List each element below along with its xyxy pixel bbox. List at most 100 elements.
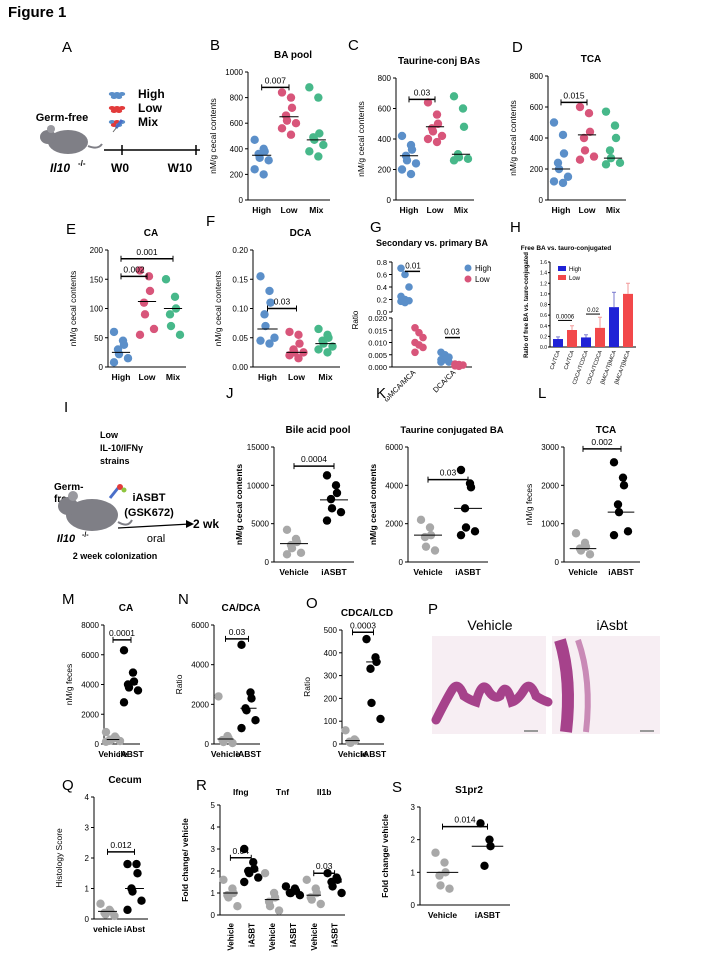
- data-point: [277, 88, 287, 97]
- data-point: [114, 349, 124, 359]
- panel-p: P Vehicle iAsbt: [428, 601, 660, 734]
- data-point: [123, 354, 133, 363]
- y-tick-label: 800: [230, 94, 244, 103]
- x-tick-label: High: [252, 205, 271, 215]
- y-tick-label: 0: [539, 196, 544, 205]
- y-tick-label: 0.6: [540, 313, 547, 319]
- y-axis-label: Ratio: [302, 677, 312, 697]
- y-tick-label: 0: [205, 740, 210, 749]
- data-point: [291, 119, 301, 128]
- data-point: [286, 888, 296, 898]
- data-point: [128, 887, 137, 896]
- data-point: [431, 848, 440, 857]
- y-axis-label: Histology Score: [54, 828, 64, 888]
- data-point: [401, 270, 409, 279]
- data-point: [328, 342, 337, 351]
- legend-label: High: [569, 267, 581, 273]
- y-axis-label: nM/g feces: [524, 484, 534, 526]
- y-tick-label: 0: [265, 558, 270, 567]
- panel-o: O CDCA/LCD 0 100 200 300 400 500 Ratio VehicleiAB…: [302, 595, 393, 759]
- y-tick-label: 0.05: [232, 334, 248, 343]
- legend-label: Low: [475, 275, 490, 284]
- panel-d: D TCA 0 200 400 600 800 nM/g cecal contents High…: [508, 39, 626, 215]
- mucosa-tissue: [575, 639, 591, 733]
- bacteria-icon: [117, 484, 123, 490]
- p-value-label: 0.0006: [556, 314, 575, 320]
- y-tick-label: 1: [411, 868, 416, 877]
- y-tick-label: 0.000: [368, 363, 387, 372]
- y-axis-label: nM/g cecal contents: [213, 271, 223, 347]
- data-point: [296, 548, 306, 557]
- x-tick-label: iASBT: [331, 923, 340, 947]
- panel-letter-o: O: [306, 595, 318, 612]
- data-point: [397, 165, 407, 174]
- panel-letter-j: J: [226, 385, 234, 402]
- data-point: [615, 158, 625, 167]
- x-tick-label: iABST: [361, 749, 387, 759]
- y-tick-label: 2000: [191, 700, 209, 709]
- panel-letter-p: P: [428, 601, 438, 618]
- data-point: [286, 93, 296, 102]
- data-point: [274, 906, 284, 915]
- syringe-needle: [112, 126, 118, 133]
- y-tick-label: 6000: [81, 651, 99, 660]
- data-point: [287, 544, 297, 553]
- y-tick-label: 200: [378, 166, 392, 175]
- panel-letter-n: N: [178, 591, 189, 608]
- gene-label: Tnf: [276, 787, 289, 797]
- y-tick-label: 4000: [191, 661, 209, 670]
- data-point: [250, 135, 259, 145]
- data-point: [285, 351, 294, 360]
- legend-marker: [558, 266, 566, 271]
- x-tick-label: Low: [281, 205, 298, 215]
- y-tick-label: 50: [94, 334, 103, 343]
- mouse-tail: [117, 519, 133, 526]
- data-point: [376, 714, 385, 724]
- p-value-label: 0.01: [405, 261, 421, 270]
- y-tick-label: 4000: [385, 481, 403, 490]
- p-value-label: 0.015: [563, 90, 585, 100]
- panel-q: Q Cecum 0 1 2 3 4 Histology Score vehicle iAbst 0.…: [54, 775, 148, 934]
- figure-title: Figure 1: [8, 4, 67, 21]
- data-point: [405, 283, 413, 291]
- data-point: [423, 134, 433, 144]
- y-tick-label: 600: [530, 103, 544, 112]
- data-point: [366, 664, 375, 673]
- mouse-icon: [66, 499, 118, 531]
- mouse-label: Germ-free: [36, 112, 89, 124]
- x-tick-label: Mix: [454, 205, 468, 215]
- legend-marker: [464, 264, 472, 272]
- y-tick-label: 3: [211, 845, 216, 854]
- data-point: [425, 523, 435, 532]
- y-tick-label: 200: [530, 165, 544, 174]
- chart-title: Secondary vs. primary BA: [376, 238, 489, 248]
- y-axis-label: nM/g cecal contents: [368, 464, 378, 546]
- data-point: [611, 133, 621, 143]
- y-tick-label: 0.010: [368, 339, 387, 348]
- p-value-label: 0.002: [123, 264, 145, 274]
- data-point: [619, 481, 629, 490]
- panel-letter-e: E: [66, 221, 76, 238]
- panel-letter-f: F: [206, 213, 215, 230]
- data-point: [270, 333, 279, 342]
- y-tick-label: 0.0: [377, 308, 387, 317]
- legend-label: Low: [569, 276, 581, 282]
- x-tick-label: iABST: [236, 749, 262, 759]
- y-tick-label: 600: [378, 105, 392, 114]
- x-tick-label: vehicle: [93, 924, 122, 934]
- data-point: [327, 504, 337, 513]
- y-tick-label: 100: [324, 717, 338, 726]
- x-tick-label: Vehicle: [211, 749, 241, 759]
- y-tick-label: 2000: [541, 481, 559, 490]
- data-point: [362, 634, 371, 644]
- data-point: [455, 362, 463, 371]
- y-tick-label: 400: [230, 145, 244, 154]
- panel-m: M CA 0 2000 4000 6000 8000 nM/g feces VehicleiAB…: [62, 591, 145, 759]
- data-point: [132, 859, 141, 869]
- data-point: [281, 882, 291, 891]
- data-point: [135, 266, 145, 275]
- y-tick-label: 2: [411, 836, 416, 845]
- x-tick-label: High: [400, 205, 419, 215]
- data-point: [266, 298, 275, 307]
- data-point: [256, 272, 265, 281]
